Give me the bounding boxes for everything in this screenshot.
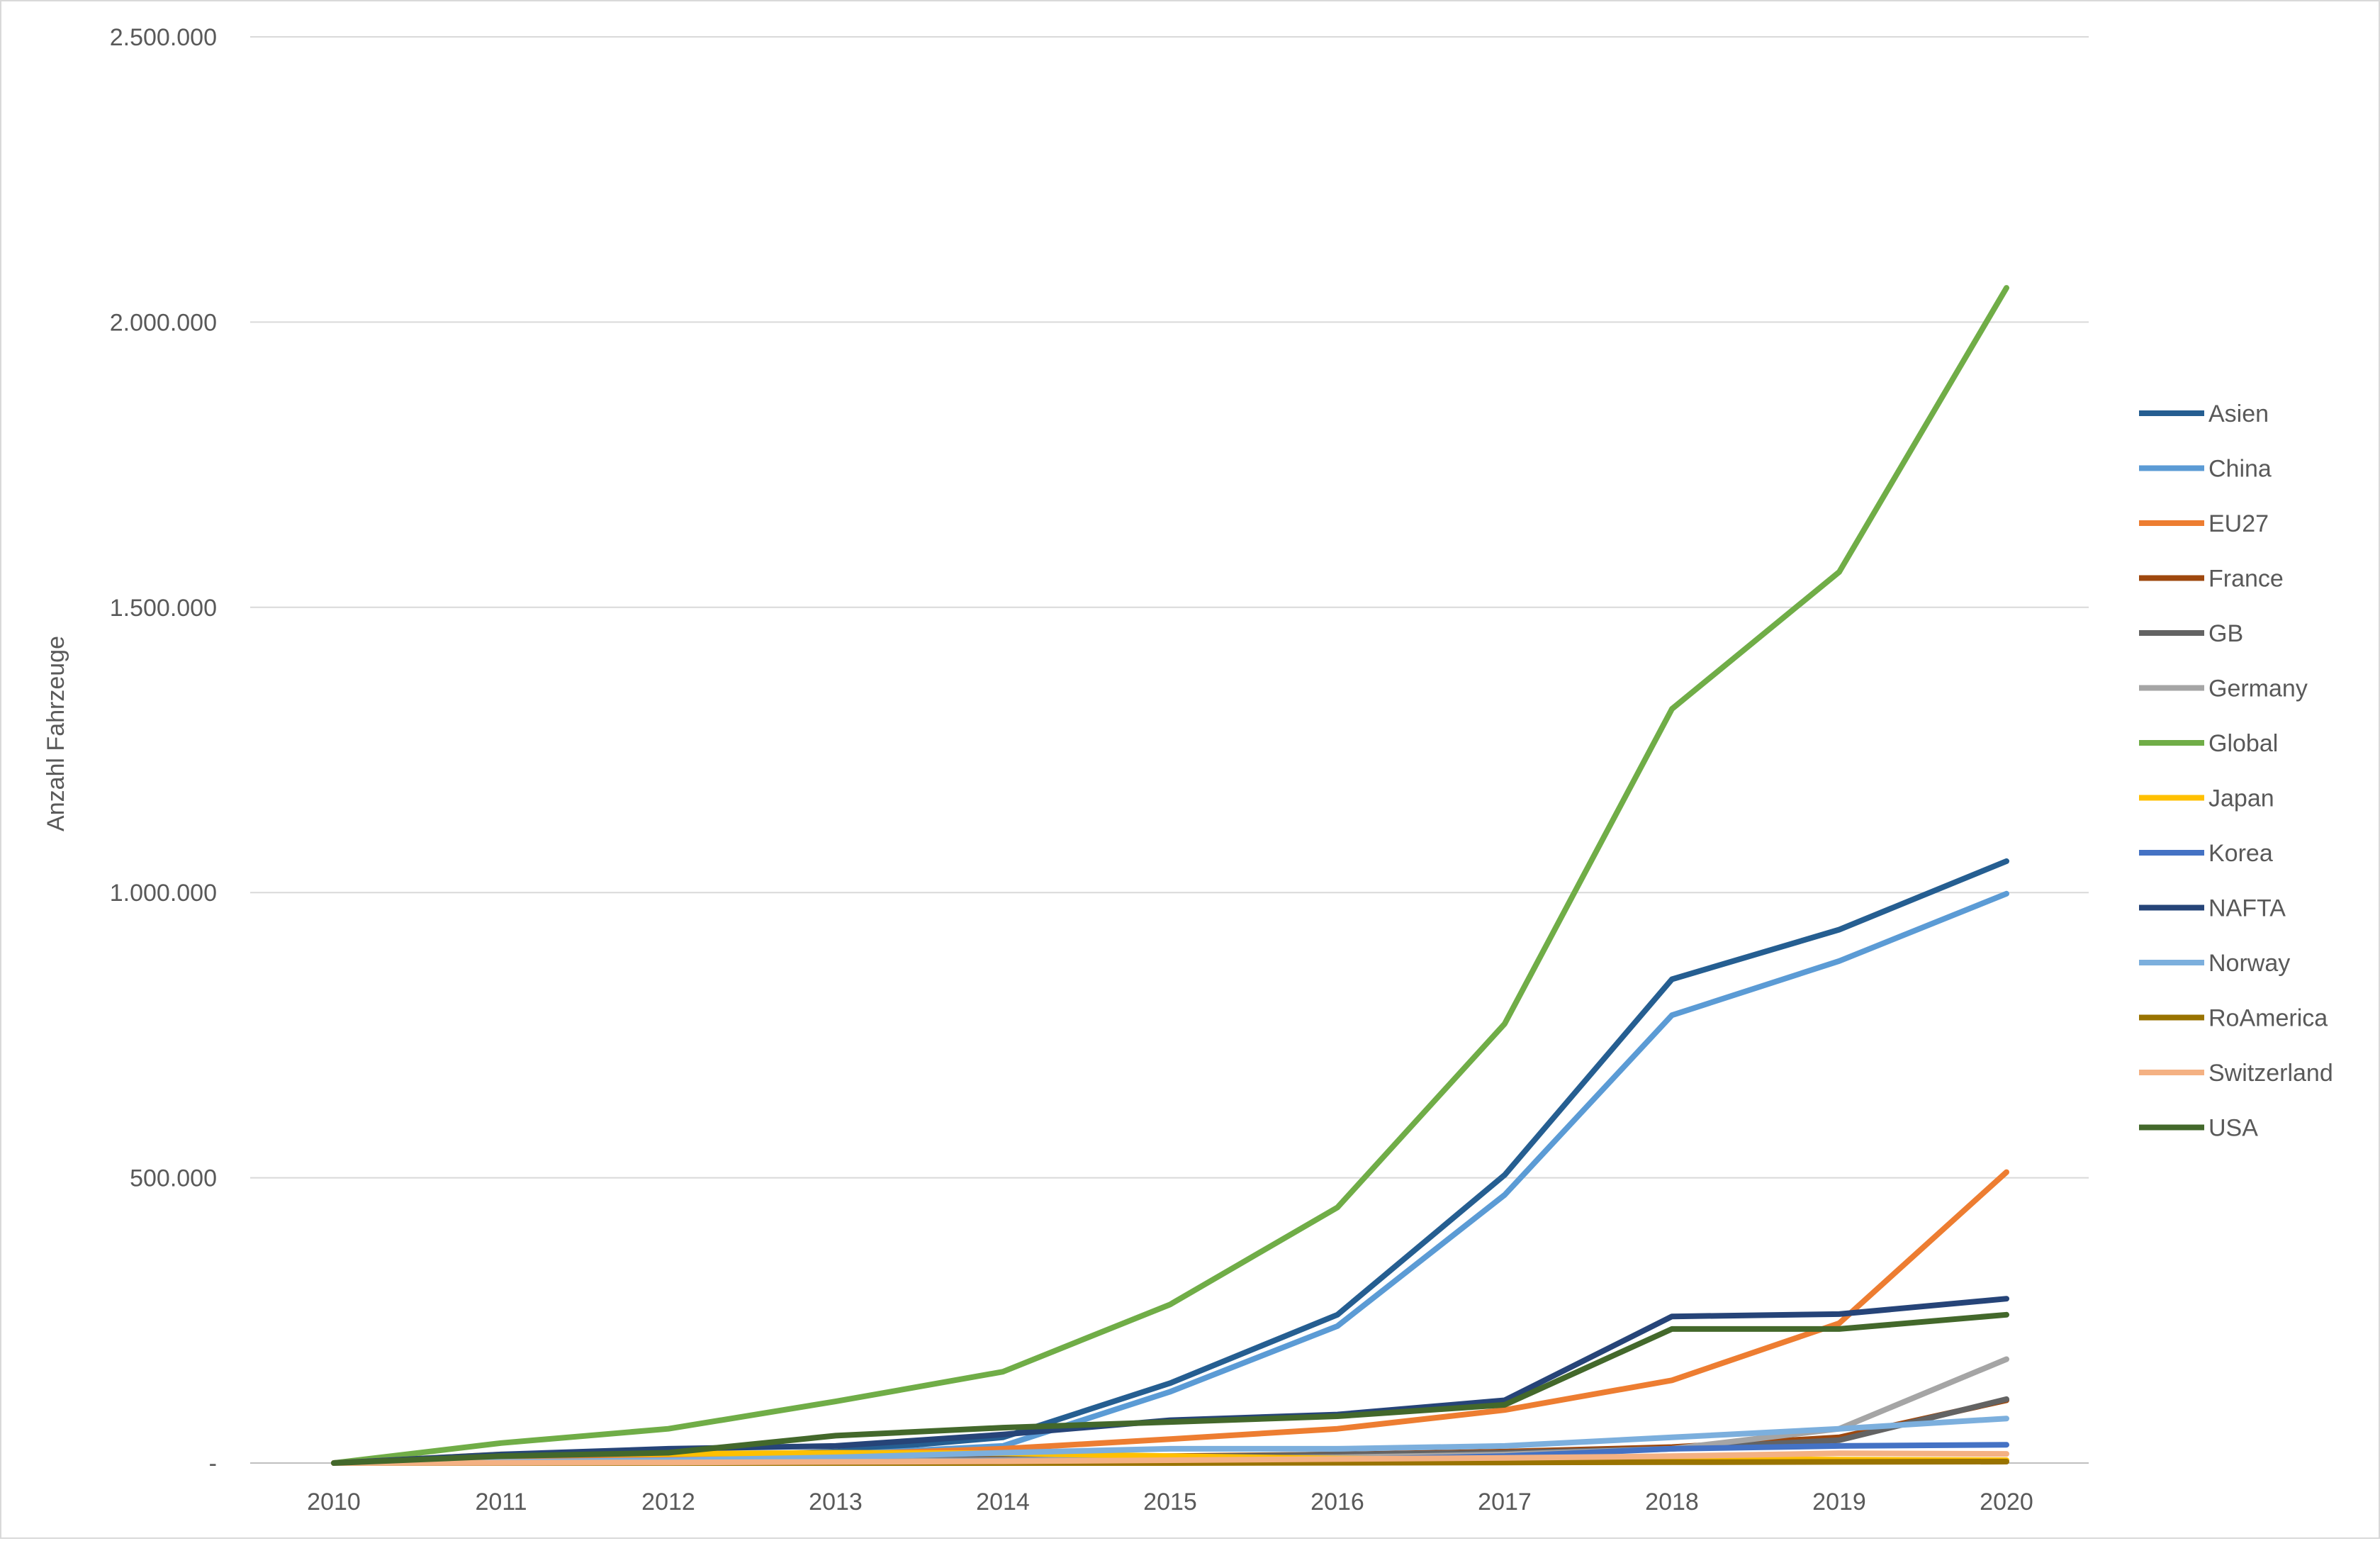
legend-label: China bbox=[2208, 456, 2272, 483]
legend: Asien China EU27 France GB Germany Global Japan… bbox=[2139, 400, 2333, 1142]
series-lines bbox=[331, 285, 2009, 1466]
x-tick-label: 2019 bbox=[1812, 1489, 1866, 1515]
legend-item: EU27 bbox=[2139, 510, 2269, 537]
x-tick-label: 2020 bbox=[1980, 1489, 2033, 1515]
series-line-usa bbox=[331, 1311, 2009, 1466]
legend-label: Global bbox=[2208, 730, 2278, 757]
y-tick-label: 1.000.000 bbox=[110, 880, 217, 907]
legend-item: Switzerland bbox=[2139, 1060, 2333, 1087]
legend-label: NAFTA bbox=[2208, 895, 2286, 922]
x-tick-label: 2012 bbox=[641, 1489, 695, 1515]
legend-label: RoAmerica bbox=[2208, 1005, 2328, 1032]
legend-label: France bbox=[2208, 566, 2284, 593]
x-tick-label: 2014 bbox=[976, 1489, 1030, 1515]
legend-item: Global bbox=[2139, 730, 2278, 757]
y-tick-label: 2.500.000 bbox=[110, 24, 217, 51]
legend-item: RoAmerica bbox=[2139, 1005, 2328, 1032]
y-tick-label: 1.500.000 bbox=[110, 595, 217, 622]
legend-item: China bbox=[2139, 456, 2272, 483]
legend-label: Korea bbox=[2208, 840, 2273, 867]
legend-label: Asien bbox=[2208, 400, 2269, 427]
legend-item: Norway bbox=[2139, 950, 2290, 977]
x-tick-label: 2013 bbox=[809, 1489, 863, 1515]
legend-item: Germany bbox=[2139, 676, 2308, 702]
x-tick-label: 2011 bbox=[475, 1489, 527, 1515]
series-line-switzerland bbox=[331, 1450, 2009, 1466]
legend-item: NAFTA bbox=[2139, 895, 2286, 922]
legend-label: EU27 bbox=[2208, 510, 2269, 537]
legend-label: Germany bbox=[2208, 676, 2308, 702]
x-tick-label: 2017 bbox=[1478, 1489, 1532, 1515]
x-tick-label: 2016 bbox=[1310, 1489, 1364, 1515]
legend-item: Asien bbox=[2139, 400, 2269, 427]
x-tick-label: 2015 bbox=[1143, 1489, 1197, 1515]
legend-item: GB bbox=[2139, 620, 2243, 647]
legend-item: France bbox=[2139, 566, 2284, 593]
legend-label: Switzerland bbox=[2208, 1060, 2333, 1087]
legend-item: Japan bbox=[2139, 785, 2274, 812]
y-axis-tick-labels: - 500.000 1.000.000 1.500.000 2.000.000 2.500… bbox=[110, 24, 217, 1477]
x-axis-tick-labels: 2010 2011 2012 2013 2014 2015 2016 2017 2018 2019… bbox=[307, 1489, 2033, 1515]
gridlines bbox=[250, 36, 2089, 1464]
legend-label: USA bbox=[2208, 1115, 2258, 1142]
legend-item: USA bbox=[2139, 1115, 2258, 1142]
x-tick-label: 2010 bbox=[307, 1489, 361, 1515]
legend-label: Norway bbox=[2208, 950, 2290, 977]
y-tick-label: 500.000 bbox=[130, 1165, 217, 1192]
legend-label: GB bbox=[2208, 620, 2243, 647]
x-tick-label: 2018 bbox=[1645, 1489, 1699, 1515]
legend-item: Korea bbox=[2139, 840, 2273, 867]
y-tick-label: - bbox=[209, 1450, 217, 1477]
series-line-asien bbox=[331, 858, 2009, 1466]
y-tick-label: 2.000.000 bbox=[110, 309, 217, 336]
legend-label: Japan bbox=[2208, 785, 2274, 812]
y-axis-title: Anzahl Fahrzeuge bbox=[43, 636, 69, 831]
series-line-global bbox=[331, 285, 2009, 1466]
